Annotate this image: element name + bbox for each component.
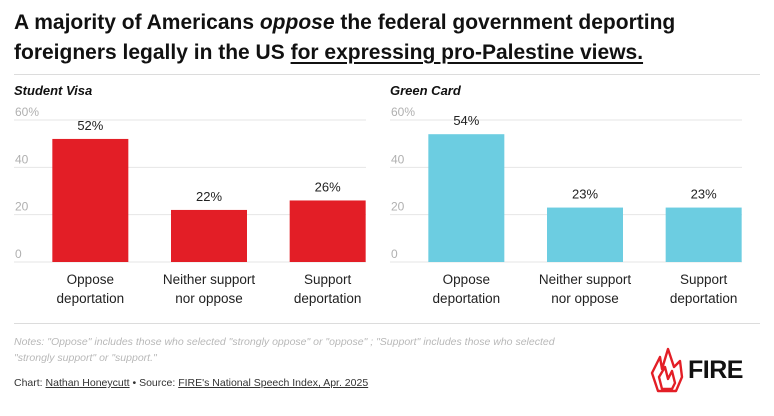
bar-value-label: 26% <box>315 179 341 194</box>
notes: Notes: "Oppose" includes those who selec… <box>14 336 555 364</box>
bar-value-label: 23% <box>572 187 598 202</box>
title-link[interactable]: for expressing pro-Palestine views. <box>290 41 644 64</box>
x-category-label: Support <box>304 272 352 287</box>
y-tick-label: 40 <box>391 152 405 166</box>
x-category-label: Neither support <box>163 272 256 287</box>
x-category-label: Support <box>680 272 728 287</box>
fire-logo-text: FIRE <box>688 356 743 384</box>
bar <box>428 134 505 262</box>
top-divider <box>14 74 760 75</box>
source-link[interactable]: FIRE's National Speech Index, Apr. 2025 <box>178 377 369 389</box>
bar <box>665 207 742 262</box>
x-category-label: deportation <box>57 291 125 306</box>
bar <box>52 138 129 262</box>
bar <box>171 209 247 262</box>
x-category-label: nor oppose <box>175 291 243 306</box>
title-emphasis: oppose <box>259 11 335 34</box>
chart-title: A majority of Americans oppose the feder… <box>14 11 676 64</box>
y-tick-label: 20 <box>15 200 29 214</box>
chart-student-visa: 0 20 40 60% 52% Oppose deportation 22% Neither s… <box>14 105 366 306</box>
x-category-label: Oppose <box>67 272 114 287</box>
y-tick-label: 0 <box>391 247 398 261</box>
credit-line: Chart: Nathan Honeycutt • Source: FIRE's… <box>14 377 369 389</box>
fire-flame-logo-icon <box>650 347 684 393</box>
y-tick-label: 60% <box>391 105 415 119</box>
x-category-label: deportation <box>294 291 362 306</box>
bar-value-label: 22% <box>196 189 222 204</box>
author-link[interactable]: Nathan Honeycutt <box>45 377 130 389</box>
panel-title-green-card: Green Card <box>390 83 461 98</box>
x-category-label: Oppose <box>443 272 490 287</box>
x-category-label: deportation <box>433 291 501 306</box>
bar <box>289 200 366 262</box>
x-category-label: nor oppose <box>551 291 619 306</box>
bar <box>547 207 623 262</box>
y-tick-label: 40 <box>15 152 29 166</box>
bar-value-label: 23% <box>691 187 717 202</box>
y-tick-label: 0 <box>15 247 22 261</box>
bar-value-label: 54% <box>453 113 479 128</box>
bar-value-label: 52% <box>77 118 103 133</box>
y-tick-label: 60% <box>15 105 39 119</box>
x-category-label: deportation <box>670 291 738 306</box>
chart-green-card: 0 20 40 60% 54% Oppose deportation 23% Neither s… <box>390 105 742 306</box>
y-tick-label: 20 <box>391 200 405 214</box>
x-category-label: Neither support <box>539 272 632 287</box>
panel-title-student-visa: Student Visa <box>14 83 93 98</box>
bottom-divider <box>14 323 760 324</box>
